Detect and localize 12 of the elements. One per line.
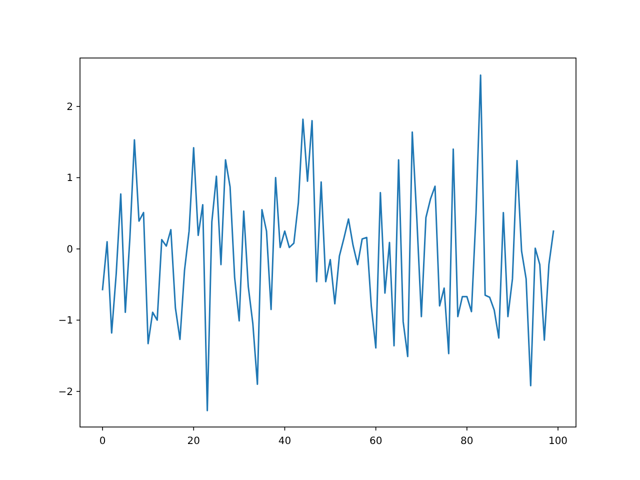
y-tick-label: −2 xyxy=(58,386,73,398)
x-tick-label: 40 xyxy=(278,436,292,447)
x-tick-label: 80 xyxy=(460,436,474,447)
y-tick-label: 0 xyxy=(66,244,73,256)
x-tick-label: 100 xyxy=(548,436,568,447)
x-tick-label: 60 xyxy=(369,436,382,447)
y-tick-label: −1 xyxy=(58,316,73,327)
x-tick-label: 20 xyxy=(187,436,200,447)
y-tick-label: 2 xyxy=(66,102,73,113)
y-tick-label: 1 xyxy=(66,173,73,184)
x-tick-label: 0 xyxy=(99,436,106,447)
line-series xyxy=(102,74,554,412)
